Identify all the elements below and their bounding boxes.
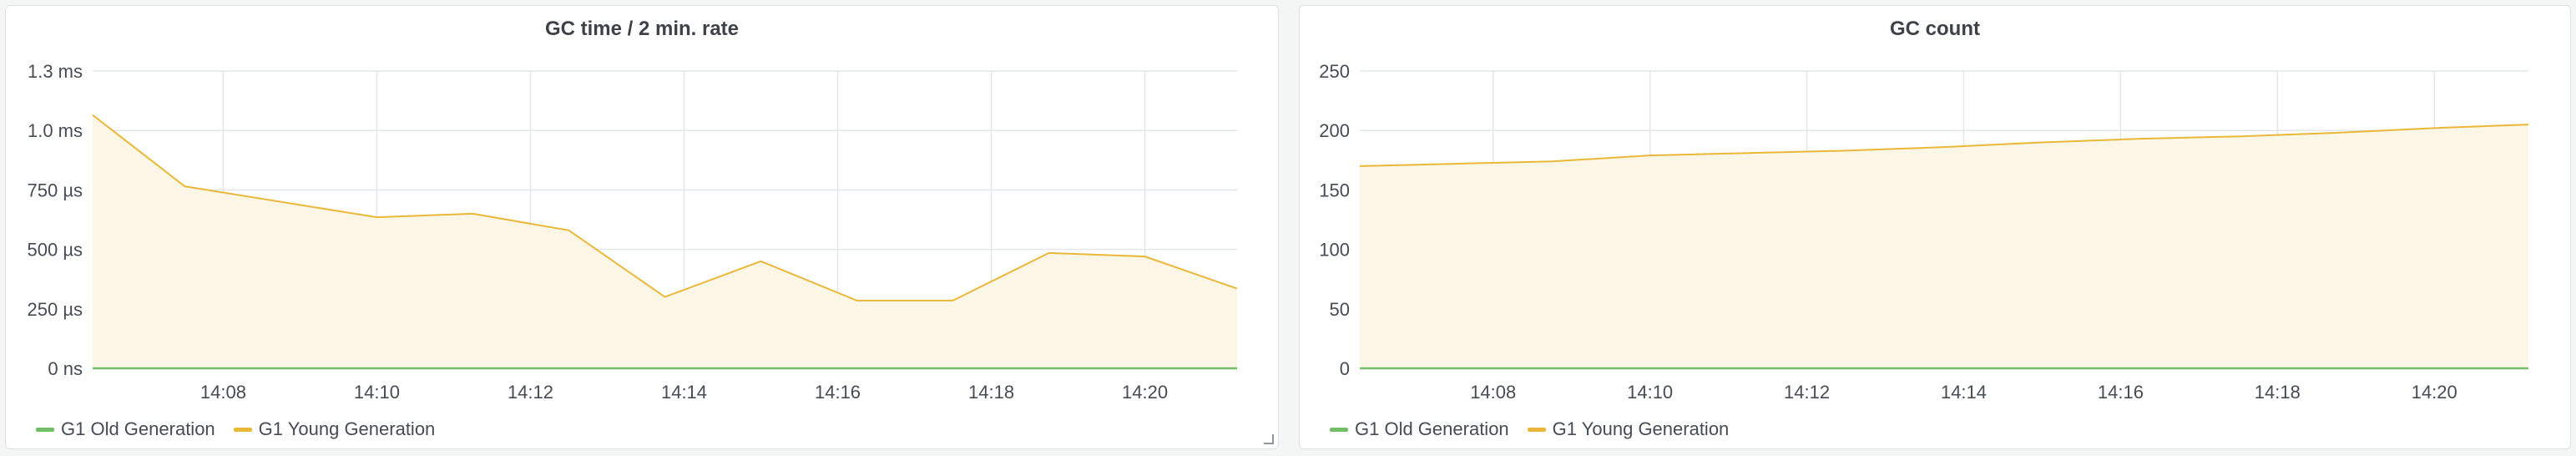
y-tick-label: 500 µs bbox=[28, 240, 83, 261]
legend-label: G1 Young Generation bbox=[1552, 418, 1730, 439]
y-tick-label: 250 µs bbox=[28, 299, 83, 320]
x-tick-label: 14:20 bbox=[2412, 382, 2457, 403]
legend-swatch-young-generation bbox=[1527, 427, 1546, 432]
y-tick-label: 1.0 ms bbox=[28, 120, 83, 141]
x-tick-label: 14:10 bbox=[1627, 382, 1673, 403]
y-tick-label: 0 ns bbox=[48, 358, 83, 379]
panel-title[interactable]: GC time / 2 min. rate bbox=[544, 18, 740, 40]
young-generation-area bbox=[93, 114, 1237, 369]
y-tick-label: 250 bbox=[1319, 61, 1350, 82]
y-tick-label: 200 bbox=[1319, 120, 1350, 141]
gc-count-chart[interactable]: 0 50 100 150 200 250 14:08 14:10 14:12 14:14 14:16… bbox=[1300, 6, 2571, 415]
legend-label: G1 Old Generation bbox=[61, 418, 215, 439]
legend-item-young-generation[interactable]: G1 Young Generation bbox=[233, 418, 436, 440]
legend: G1 Old Generation G1 Young Generation bbox=[36, 418, 435, 440]
x-tick-label: 14:18 bbox=[968, 382, 1014, 403]
x-tick-label: 14:12 bbox=[508, 382, 553, 403]
x-tick-label: 14:14 bbox=[1941, 382, 1987, 403]
panel-title[interactable]: GC count bbox=[1890, 18, 1980, 40]
legend: G1 Old Generation G1 Young Generation bbox=[1330, 418, 1729, 440]
legend-item-old-generation[interactable]: G1 Old Generation bbox=[36, 418, 215, 440]
x-tick-label: 14:08 bbox=[200, 382, 246, 403]
young-generation-line[interactable] bbox=[92, 114, 1238, 301]
resize-handle-icon[interactable] bbox=[1264, 434, 1274, 444]
young-generation-area bbox=[1360, 124, 2528, 368]
y-tick-label: 50 bbox=[1330, 299, 1350, 320]
y-tick-label: 100 bbox=[1319, 240, 1350, 261]
x-tick-label: 14:12 bbox=[1784, 382, 1830, 403]
y-tick-label: 0 bbox=[1340, 358, 1350, 379]
legend-swatch-old-generation bbox=[1330, 427, 1348, 432]
legend-swatch-young-generation bbox=[233, 427, 252, 432]
legend-item-young-generation[interactable]: G1 Young Generation bbox=[1527, 418, 1730, 440]
legend-label: G1 Old Generation bbox=[1355, 418, 1509, 439]
y-tick-label: 1.3 ms bbox=[28, 61, 83, 82]
x-tick-label: 14:20 bbox=[1122, 382, 1168, 403]
young-generation-line[interactable] bbox=[1359, 124, 2529, 167]
legend-item-old-generation[interactable]: G1 Old Generation bbox=[1330, 418, 1509, 440]
x-tick-label: 14:18 bbox=[2255, 382, 2301, 403]
y-tick-label: 750 µs bbox=[28, 180, 83, 200]
gc-time-panel[interactable]: GC time / 2 min. rate 0 ns 250 µs 500 µs 75… bbox=[5, 5, 1279, 449]
gc-time-chart[interactable]: 0 ns 250 µs 500 µs 750 µs 1.0 ms 1.3 ms 14:08 1… bbox=[6, 6, 1279, 415]
legend-label: G1 Young Generation bbox=[258, 418, 436, 439]
y-tick-label: 150 bbox=[1319, 180, 1350, 200]
x-tick-label: 14:14 bbox=[661, 382, 707, 403]
legend-swatch-old-generation bbox=[36, 427, 54, 432]
x-tick-label: 14:08 bbox=[1470, 382, 1516, 403]
x-tick-label: 14:10 bbox=[354, 382, 400, 403]
x-tick-label: 14:16 bbox=[2098, 382, 2144, 403]
gc-count-panel[interactable]: GC count 0 50 100 150 200 250 14:08 14:10 14:12 1… bbox=[1299, 5, 2571, 449]
x-tick-label: 14:16 bbox=[815, 382, 861, 403]
